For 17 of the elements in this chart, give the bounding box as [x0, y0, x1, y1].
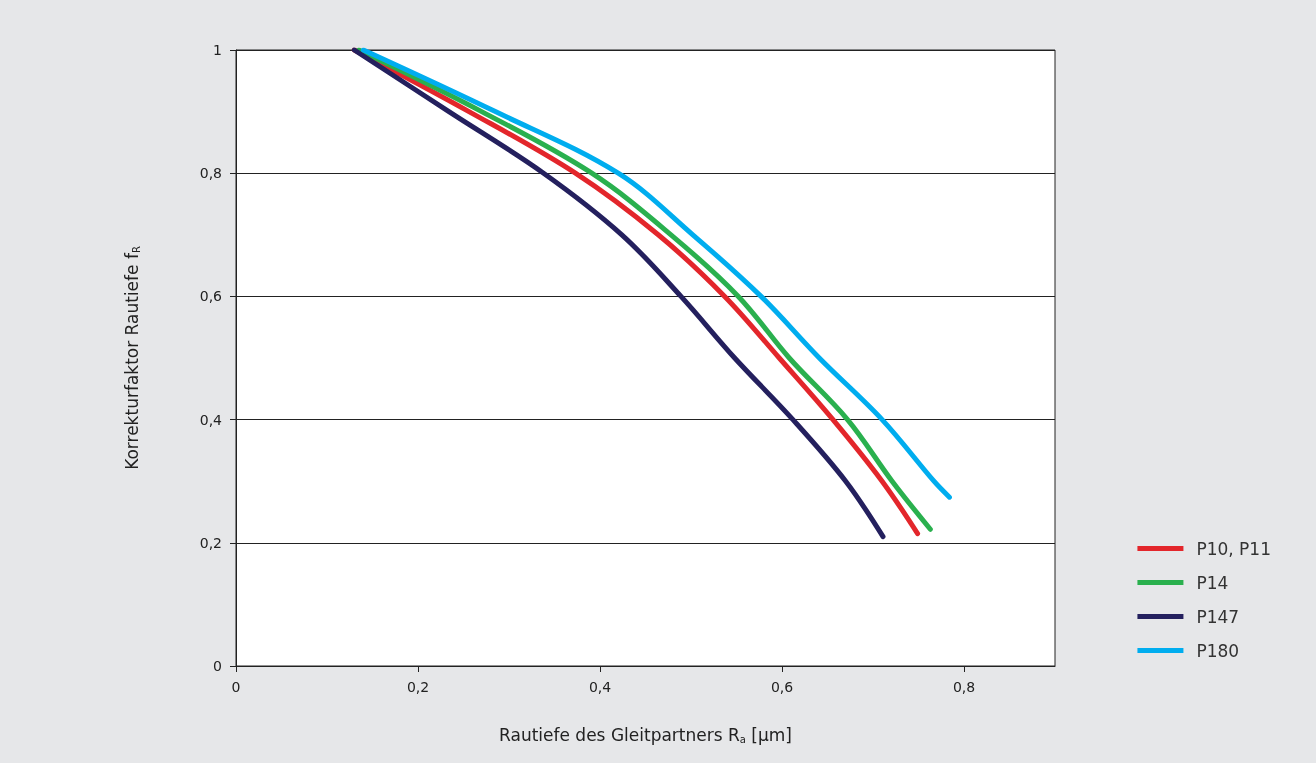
legend-label: P10, P11 — [1196, 538, 1271, 559]
y-tick-label: 0,4 — [199, 411, 223, 428]
y-tick-label: 1 — [213, 42, 222, 58]
x-tick-label: 0,4 — [588, 679, 612, 695]
y-tick-label: 0,8 — [199, 165, 222, 182]
y-axis-title: Korrekturfaktor Rautiefe fR — [122, 246, 142, 470]
x-tick-label: 0 — [231, 679, 241, 695]
x-tick-label: 0,8 — [952, 679, 976, 695]
y-tick-label: 0,2 — [199, 534, 222, 551]
legend-label: P14 — [1196, 572, 1229, 593]
x-axis-title: Rautiefe des Gleitpartners Ra [µm] — [499, 725, 792, 745]
legend-label: P180 — [1196, 640, 1240, 661]
x-tick-label: 0,2 — [406, 679, 430, 695]
y-tick-label: 0,6 — [199, 288, 223, 305]
y-tick-label: 0 — [213, 658, 222, 674]
x-tick-label: 0,6 — [770, 679, 794, 695]
legend-label: P147 — [1196, 606, 1240, 627]
